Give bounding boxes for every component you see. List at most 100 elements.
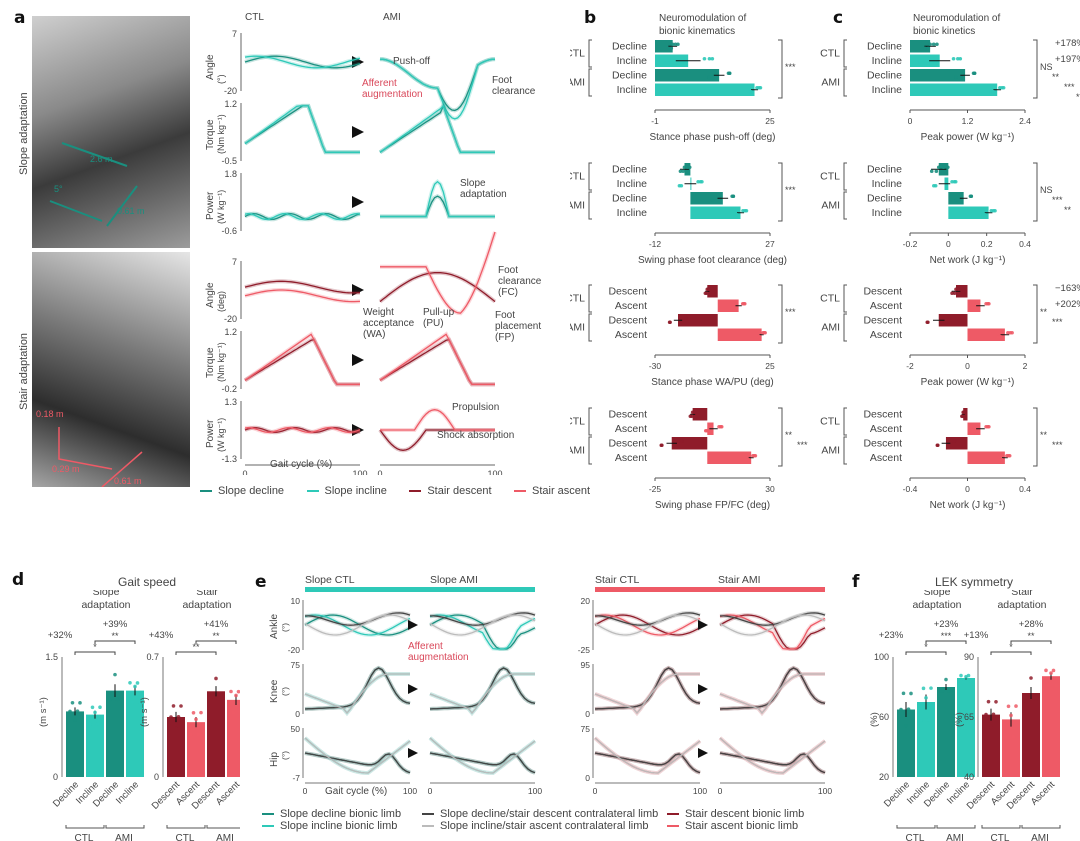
- chart-c1: Decline Incline Decline Incline CTL AMI 0 1.2 2.…: [820, 38, 1080, 143]
- row-label-stair: Stair adaptation: [18, 332, 30, 410]
- data-point: [726, 71, 731, 76]
- annotation-0-61m: 0.61 m: [117, 206, 145, 216]
- y-axis-label: Ankle: [269, 614, 280, 639]
- group-bracket: [206, 825, 240, 829]
- significance-label: **: [1027, 631, 1035, 641]
- category-label: Incline: [617, 55, 648, 67]
- trace-line: [429, 614, 536, 650]
- data-point: [88, 722, 92, 726]
- significance-label: ***: [941, 631, 952, 641]
- significance-bracket: [990, 651, 1032, 655]
- trace-line: [719, 667, 826, 710]
- data-point: [179, 704, 183, 708]
- x-tick-label: 100: [818, 786, 832, 796]
- data-point: [1005, 453, 1009, 458]
- y-axis-label: Torque: [205, 119, 216, 150]
- data-point: [741, 208, 745, 213]
- significance-label: **: [1040, 430, 1048, 440]
- significance-bracket: [74, 651, 116, 655]
- group-label: CTL: [991, 833, 1010, 841]
- chart-c2: Decline Incline Decline Incline CTL AMI -0.2 0 0…: [820, 162, 1072, 266]
- group-bracket: [588, 68, 592, 97]
- category-label: Decline: [51, 779, 81, 809]
- group-label: CTL: [820, 48, 840, 60]
- bar: [690, 206, 741, 219]
- significance-label: ***: [785, 185, 796, 195]
- data-point: [668, 320, 672, 325]
- data-point: [936, 165, 941, 170]
- data-point: [211, 695, 216, 699]
- arrow-triangle-icon: [698, 748, 708, 758]
- x-tick-label: 0: [428, 786, 433, 796]
- category-label: Decline: [612, 70, 647, 82]
- percent-annotation: +28%: [1019, 619, 1044, 630]
- trace-line: [304, 614, 411, 636]
- arrow-triangle-icon: [408, 748, 418, 758]
- category-label: Decline: [612, 193, 647, 205]
- bar: [707, 451, 752, 464]
- bar: [938, 314, 968, 327]
- data-point: [989, 208, 994, 213]
- y-tick-label: 75: [581, 724, 591, 734]
- x-tick-label: -12: [649, 239, 662, 249]
- bar: [690, 192, 723, 205]
- subplot-title: adaptation: [81, 599, 130, 611]
- trace-line: [719, 752, 826, 774]
- group-bracket: [588, 191, 592, 220]
- trace-line: [594, 673, 700, 715]
- data-point: [956, 56, 960, 61]
- y-tick-label: 20: [581, 596, 591, 606]
- data-point: [93, 710, 97, 715]
- group-bracket: [588, 436, 592, 465]
- trace-line: [244, 427, 361, 433]
- category-label: Incline: [617, 178, 648, 190]
- trace-line: [429, 614, 536, 636]
- significance-label: ***: [797, 440, 808, 450]
- group-label: AMI: [821, 445, 840, 457]
- data-point: [932, 183, 936, 188]
- data-point: [989, 725, 993, 730]
- group-label: CTL: [820, 416, 840, 428]
- y-axis-unit: (deg): [216, 291, 226, 312]
- arrow-triangle-icon: [352, 354, 364, 366]
- data-point: [688, 414, 693, 419]
- data-point: [946, 165, 950, 170]
- x-axis-label-gait-cycle: Gait cycle (%): [270, 459, 333, 470]
- y-tick-label: 60: [879, 712, 889, 722]
- row-label-slope: Slope adaptation: [18, 92, 30, 175]
- annotation-propulsion: Propulsion: [452, 402, 500, 413]
- category-label: Ascent: [870, 300, 902, 312]
- group-label: CTL: [570, 48, 585, 60]
- y-axis-label: (%): [869, 712, 880, 727]
- data-point: [683, 316, 688, 321]
- data-point: [959, 287, 963, 292]
- subplot-title: adaptation: [912, 599, 961, 611]
- trace-line: [379, 333, 495, 386]
- data-point: [703, 291, 708, 296]
- y-tick-min: -20: [224, 314, 237, 324]
- trace-line: [719, 614, 826, 650]
- y-axis-unit: (Nm kg⁻¹): [216, 342, 226, 382]
- data-point: [924, 696, 928, 700]
- legend-stair-ascent-bionic: Stair ascent bionic limb: [667, 820, 804, 832]
- chart-c3: Descent Ascent Descent Ascent CTL AMI -2 0 2 Peak…: [820, 283, 1080, 388]
- bar: [1002, 719, 1020, 777]
- legend-stair-ascent: Stair ascent: [514, 485, 590, 497]
- panel-a-legend: Slope decline Slope incline Stair descen…: [200, 481, 600, 499]
- y-axis-unit: (Nm kg⁻¹): [216, 114, 226, 154]
- group-bracket: [1021, 825, 1061, 829]
- data-point: [971, 71, 976, 76]
- trace-line: [429, 667, 536, 710]
- header-slope-ctl: Slope CTL: [305, 574, 355, 586]
- bar: [717, 328, 762, 341]
- x-tick-label: 0: [965, 484, 970, 494]
- y-tick-label: -20: [288, 645, 301, 655]
- significance-bracket: [778, 162, 783, 222]
- bar: [956, 285, 968, 298]
- x-tick-label: 100: [403, 786, 417, 796]
- group-label: AMI: [1031, 833, 1049, 841]
- slope-photo-annotations: [49, 142, 138, 227]
- data-point: [191, 710, 196, 715]
